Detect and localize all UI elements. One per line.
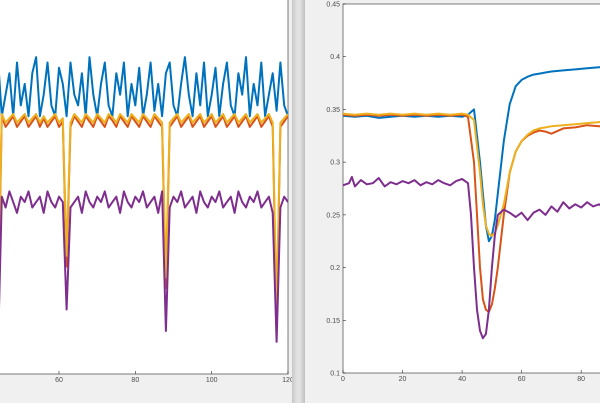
series-group [0,56,288,343]
x-tick-label: 60 [55,377,63,384]
y-tick-label: 0.15 [326,318,340,325]
x-tick-label: 40 [458,376,466,383]
panel-splitter[interactable] [292,0,305,403]
x-tick-label: 100 [206,377,218,384]
series-line-3 [343,112,600,237]
x-tick-label: 0 [341,376,345,383]
x-tick-label: 80 [131,377,139,384]
y-tick-label: 0.4 [330,54,340,61]
series-line-2 [343,113,600,313]
left-chart: 406080100120 [0,0,292,384]
x-tick-label: 120 [282,377,292,384]
series-line-4 [343,175,600,340]
plot-area [342,3,600,374]
y-tick-label: 0.2 [330,265,340,272]
right-chart: 0 20 40 60 80 0.1 0.15 0.2 0.25 0.3 0.35 0.4 0.45 [326,2,600,383]
right-chart-panel: 0 20 40 60 80 0.1 0.15 0.2 0.25 0.3 0.35 0.4 0.45 [305,0,600,403]
left-chart-panel: 406080100120 [0,0,292,403]
y-tick-label: 0.1 [330,371,340,378]
y-tick-label: 0.45 [326,2,340,9]
plot-area [0,0,289,375]
x-tick-label: 20 [399,376,407,383]
y-tick-label: 0.35 [326,107,340,114]
series-line-1 [343,66,600,243]
x-tick-label: 60 [518,376,526,383]
series-line-3 [0,113,288,311]
series-group [343,66,600,340]
y-tick-label: 0.3 [330,160,340,167]
series-line-1 [0,56,288,118]
y-tick-label: 0.25 [326,212,340,219]
x-tick-label: 80 [577,376,585,383]
series-line-4 [0,190,288,343]
